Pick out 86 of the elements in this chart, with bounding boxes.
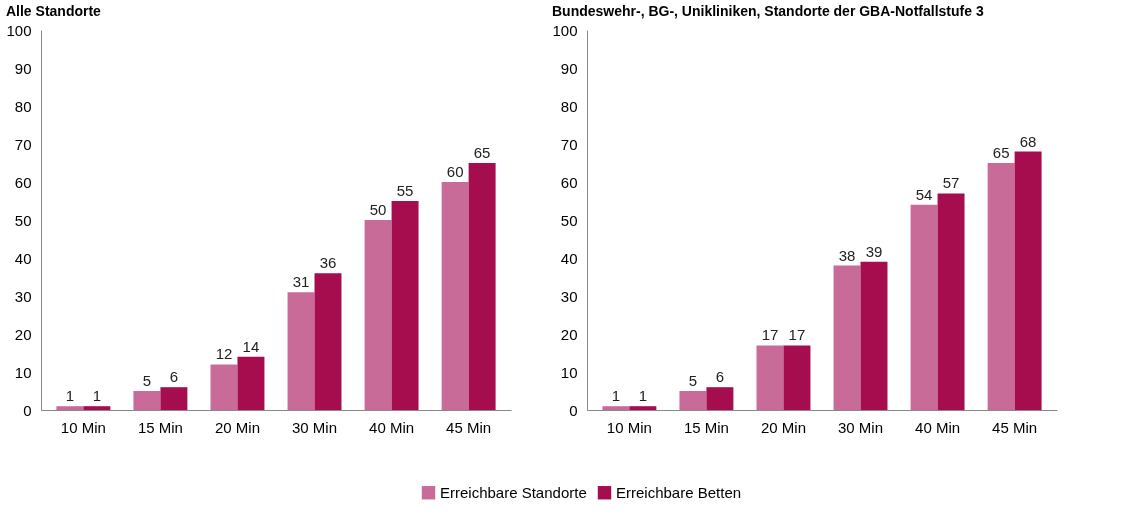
bar	[210, 364, 238, 410]
x-tick-label: 40 Min	[369, 418, 415, 436]
bar	[391, 201, 419, 410]
bar	[910, 204, 938, 410]
data-label: 1	[65, 387, 75, 405]
y-tick-label: 20	[14, 325, 32, 343]
y-tick-label: 30	[560, 287, 578, 305]
y-tick-label: 40	[14, 249, 32, 267]
data-label: 5	[688, 372, 698, 389]
bar	[133, 391, 161, 410]
y-tick-label: 100	[6, 21, 32, 39]
y-tick-label: 80	[560, 97, 578, 115]
bar	[287, 292, 315, 410]
y-tick-label: 50	[560, 211, 578, 229]
x-tick-label: 30 Min	[838, 418, 884, 436]
y-tick-label: 0	[569, 401, 578, 419]
x-tick-label: 20 Min	[214, 418, 260, 436]
bar	[706, 387, 734, 410]
bar	[441, 182, 469, 410]
data-label: 1	[92, 387, 102, 405]
bar	[679, 391, 707, 410]
y-tick-label: 60	[14, 173, 32, 191]
y-tick-label: 10	[14, 363, 32, 381]
data-label: 14	[242, 337, 260, 355]
data-label: 31	[292, 273, 310, 291]
data-label: 1	[638, 387, 648, 405]
y-tick-label: 90	[14, 59, 32, 77]
bar	[1014, 151, 1042, 410]
bar	[833, 265, 861, 410]
bar	[756, 345, 784, 410]
bar	[160, 387, 188, 410]
data-label: 6	[715, 368, 725, 386]
y-tick-label: 50	[14, 211, 32, 229]
x-tick-label: 15 Min	[683, 418, 729, 436]
data-label: 65	[992, 144, 1010, 161]
bar	[56, 406, 84, 410]
y-tick-label: 90	[560, 59, 578, 77]
bar	[364, 220, 392, 410]
x-tick-label: 45 Min	[992, 418, 1038, 436]
y-tick-label: 40	[560, 249, 578, 267]
x-tick-label: 20 Min	[760, 418, 806, 436]
legend-label: Erreichbare Standorte	[440, 483, 587, 501]
y-tick-label: 70	[560, 135, 578, 153]
data-label: 36	[319, 254, 337, 272]
x-tick-label: 15 Min	[137, 418, 183, 436]
data-label: 57	[942, 174, 960, 192]
data-label: 50	[369, 201, 387, 218]
data-label: 39	[865, 242, 883, 260]
legend-label: Erreichbare Betten	[616, 483, 742, 501]
bar	[237, 356, 265, 410]
data-label: 54	[915, 185, 933, 203]
bar	[860, 261, 888, 410]
data-label: 17	[761, 326, 779, 344]
bar	[937, 193, 965, 410]
y-tick-label: 100	[552, 21, 578, 39]
data-label: 68	[1019, 132, 1037, 150]
y-tick-label: 0	[23, 401, 32, 419]
bar	[314, 273, 342, 410]
y-tick-label: 10	[560, 363, 578, 381]
bar	[468, 163, 496, 410]
bar	[987, 163, 1015, 410]
chart-title: Alle Standorte	[5, 3, 102, 19]
y-tick-label: 80	[14, 97, 32, 115]
bar	[602, 406, 630, 410]
y-tick-label: 60	[560, 173, 578, 191]
data-label: 17	[788, 326, 806, 344]
data-label: 65	[473, 144, 491, 161]
x-tick-label: 30 Min	[292, 418, 338, 436]
data-label: 60	[446, 163, 464, 180]
bar	[783, 345, 811, 410]
data-label: 1	[611, 387, 621, 405]
y-tick-label: 20	[560, 325, 578, 343]
data-label: 12	[215, 345, 233, 363]
x-tick-label: 10 Min	[60, 418, 106, 436]
x-tick-label: 40 Min	[915, 418, 961, 436]
data-label: 5	[142, 372, 152, 389]
data-label: 38	[838, 246, 856, 264]
y-tick-label: 70	[14, 135, 32, 153]
data-label: 6	[169, 368, 179, 386]
data-label: 55	[396, 182, 414, 199]
x-tick-label: 45 Min	[446, 418, 492, 436]
bar	[629, 406, 657, 410]
y-tick-label: 30	[14, 287, 32, 305]
bar	[83, 406, 111, 410]
chart-title: Bundeswehr-, BG-, Unikliniken, Standorte der GBA-Notfallstufe 3	[551, 3, 984, 19]
x-tick-label: 10 Min	[606, 418, 652, 436]
